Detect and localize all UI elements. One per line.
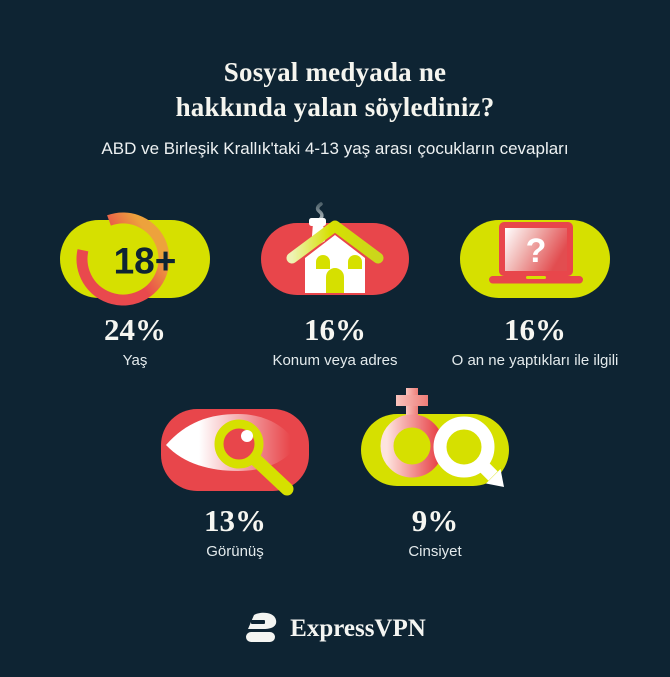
laptop-screen — [505, 228, 567, 271]
stats-row-1: 18+ 24% Yaş — [0, 202, 670, 370]
stat-gender: 9% Cinsiyet — [335, 388, 535, 561]
age-badge-text: 18+ — [114, 241, 177, 282]
stat-label: Yaş — [122, 352, 148, 369]
stat-appearance: 13% Görünüş — [135, 400, 335, 561]
brand-name: ExpressVPN — [290, 615, 426, 642]
title-line-2: hakkında yalan söylediniz? — [175, 92, 495, 122]
magnifier-handle — [249, 453, 294, 496]
stat-value: 16% — [304, 312, 366, 347]
stat-location: 16% Konum veya adres — [235, 202, 435, 370]
stat-activity: ? 16% O an ne yaptıkları ile ilgili — [435, 209, 635, 370]
stat-age: 18+ 24% Yaş — [35, 209, 235, 370]
house-body — [305, 235, 365, 293]
stat-label: Görünüş — [206, 543, 264, 560]
male-arrow-head — [486, 469, 504, 487]
eye-highlight — [241, 430, 253, 442]
subtitle: ABD ve Birleşik Krallık'taki 4-13 yaş ar… — [101, 139, 569, 158]
question-mark-text: ? — [526, 232, 547, 270]
roof — [286, 220, 384, 264]
18-plus-badge-icon: 18+ — [60, 209, 210, 309]
house-icon — [260, 202, 410, 309]
header: Sosyal medyada ne hakkında yalan söyledi… — [0, 0, 670, 159]
stat-value: 16% — [504, 312, 566, 347]
window-right — [348, 255, 362, 269]
eye-magnifier-icon — [160, 400, 310, 500]
stat-label: Cinsiyet — [408, 543, 462, 560]
gender-symbols-icon — [360, 388, 510, 500]
page-title: Sosyal medyada ne hakkında yalan söyledi… — [0, 55, 670, 125]
expressvpn-logo-icon — [244, 612, 278, 645]
stat-label: O an ne yaptıkları ile ilgili — [451, 352, 619, 369]
window-left — [316, 255, 330, 269]
stat-value: 24% — [104, 312, 166, 347]
footer: ExpressVPN — [0, 612, 670, 645]
female-cross-horizontal — [396, 395, 428, 406]
stat-value: 9% — [411, 503, 459, 538]
stats-row-2: 13% Görünüş — [0, 388, 670, 561]
stat-label: Konum veya adres — [272, 352, 398, 369]
laptop-base — [489, 276, 583, 284]
male-arrow-shaft — [474, 457, 498, 481]
title-line-1: Sosyal medyada ne — [223, 57, 447, 87]
door — [326, 268, 344, 293]
male-ring — [433, 416, 495, 478]
laptop-question-icon: ? — [460, 209, 610, 309]
stat-value: 13% — [204, 503, 266, 538]
